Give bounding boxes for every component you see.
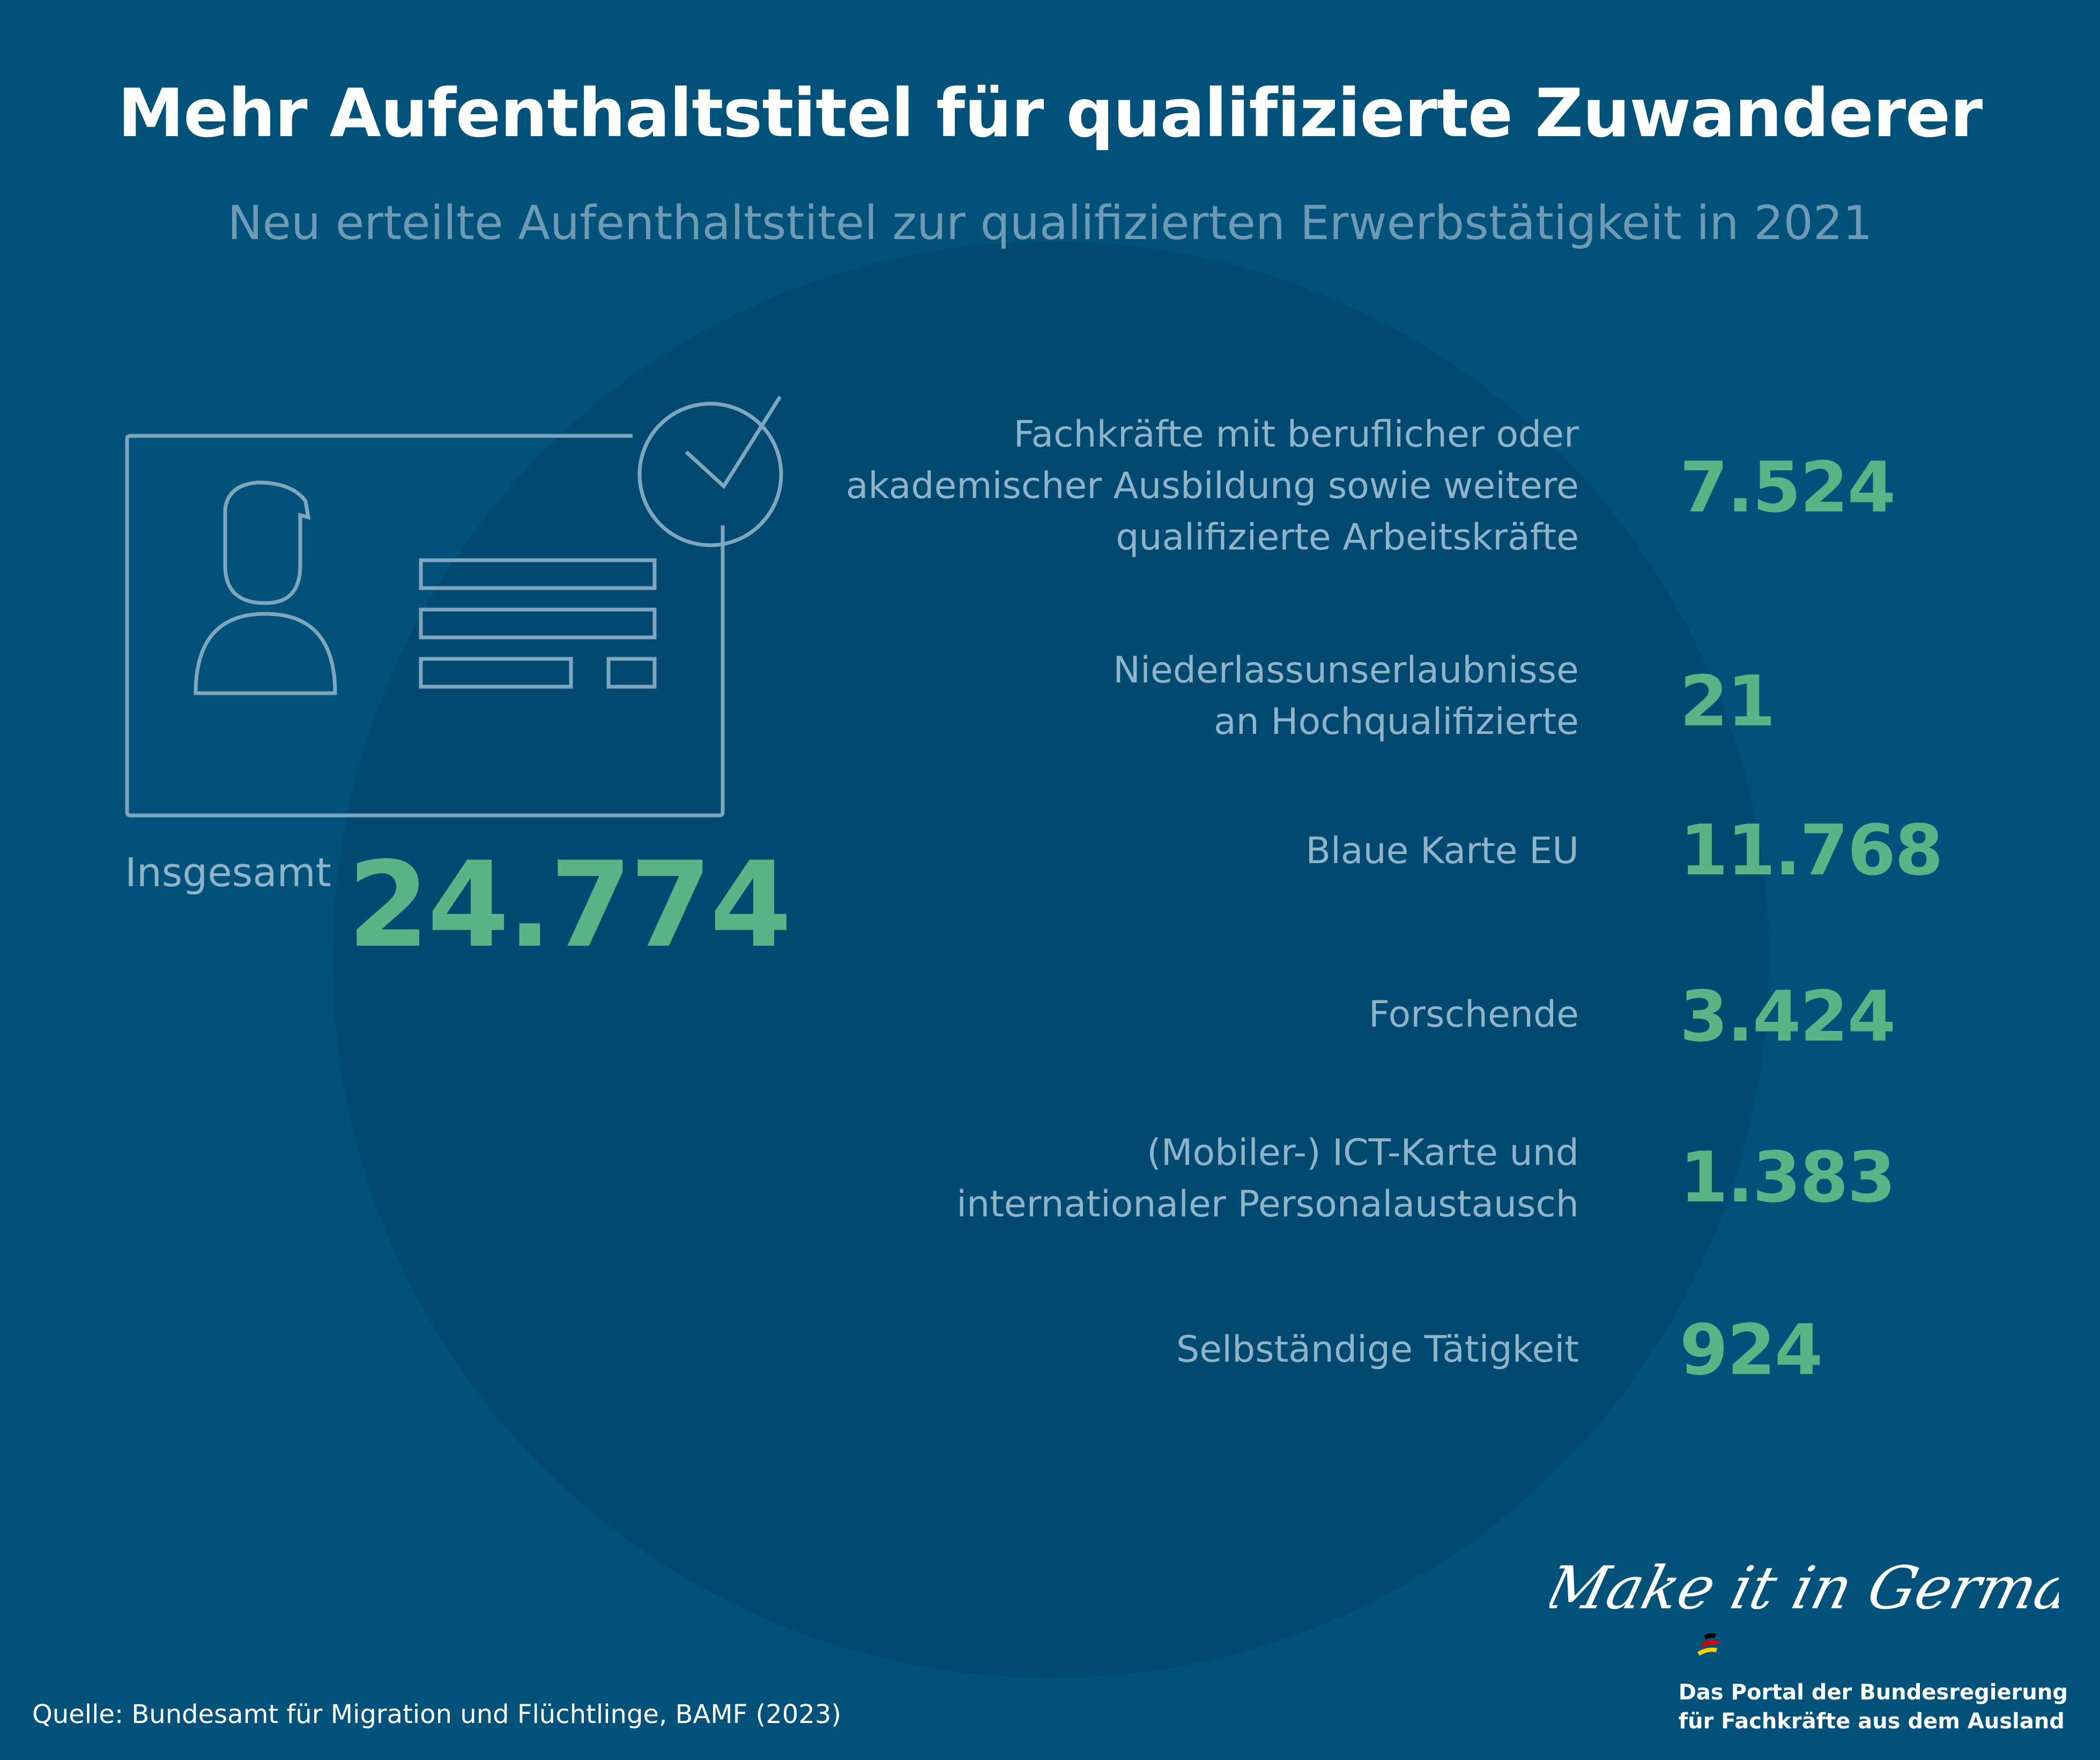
checkmark-icon (637, 396, 783, 547)
category-value: 7.524 (1680, 447, 1896, 528)
page-title: Mehr Aufenthaltstitel für qualifizierte … (117, 75, 1983, 152)
source-note: Quelle: Bundesamt für Migration und Flüc… (32, 1699, 842, 1729)
portal-tagline: Das Portal der Bundesregierung für Fachk… (1679, 1678, 2068, 1736)
category-label: Forschende (1368, 993, 1579, 1036)
category-label: (Mobiler-) ICT-Karte und internationaler… (956, 1132, 1579, 1226)
residence-permit-card-icon (125, 396, 783, 818)
category-value: 21 (1680, 660, 1776, 742)
category-value: 1.383 (1680, 1137, 1896, 1218)
page-subtitle: Neu erteilte Aufenthaltstitel zur qualif… (227, 196, 1873, 250)
category-value: 3.424 (1680, 976, 1896, 1057)
person-icon (194, 480, 337, 695)
category-label: Blaue Karte EU (1305, 830, 1579, 872)
category-label: Niederlassunserlaubnisse an Hochqualifiz… (1113, 649, 1579, 743)
category-label: Fachkräfte mit beruflicher oder akademis… (845, 413, 1579, 559)
category-value: 11.768 (1680, 810, 1943, 891)
background-circle (332, 241, 1769, 1678)
portal-line-1: Das Portal der Bundesregierung (1678, 1680, 2068, 1705)
logo-script-text: Make it in Germany (1549, 1554, 2059, 1623)
category-value: 924 (1680, 1309, 1823, 1391)
total-value: 24.774 (347, 836, 792, 974)
category-label: Selbständige Tätigkeit (1176, 1328, 1579, 1371)
total-label: Insgesamt (125, 850, 331, 896)
make-it-in-germany-logo: Make it in Germany (1549, 1554, 2059, 1656)
portal-line-2: für Fachkräfte aus dem Ausland (1678, 1709, 2065, 1734)
